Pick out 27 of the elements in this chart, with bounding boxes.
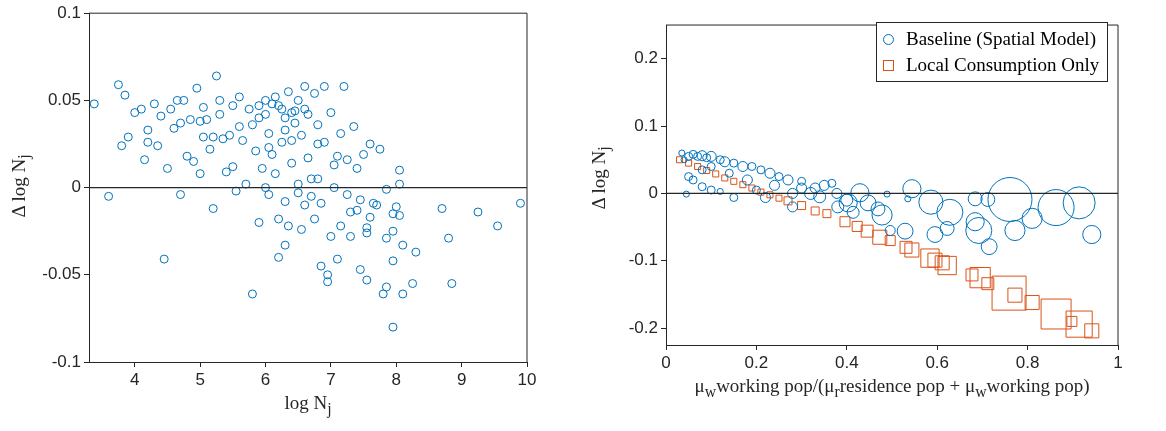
y-tick-label: 0.05 xyxy=(47,90,81,110)
x-tick-label: 5 xyxy=(195,369,205,389)
x-axis-title: log N$_{j}$ xyxy=(284,392,332,418)
legend-label: Local Consumption Only xyxy=(906,53,1100,77)
legend-label: Baseline (Spatial Model) xyxy=(906,27,1096,51)
x-tick-label: 0.2 xyxy=(744,352,769,372)
x-tick-label: 6 xyxy=(260,369,271,389)
x-tick-label: 4 xyxy=(130,369,140,389)
y-tick-label: -0.1 xyxy=(628,250,658,270)
y-tick-label: 0.1 xyxy=(57,2,81,22)
x-tick-label: 7 xyxy=(326,369,336,389)
y-tick-label: -0.1 xyxy=(51,351,81,371)
x-tick-label: 9 xyxy=(456,369,467,389)
x-tick-label: 10 xyxy=(517,369,537,389)
y-tick-label: 0.1 xyxy=(634,115,658,135)
x-tick-label: 8 xyxy=(391,369,401,389)
y-tick-label: -0.2 xyxy=(628,317,658,337)
y-tick-label: 0 xyxy=(648,183,658,203)
x-tick-label: 0.6 xyxy=(925,352,950,372)
x-tick-label: 0 xyxy=(661,352,671,372)
x-axis-title: μ$_{w}$working pop/(μ$_{r}$residence pop + μ$_{w}$working pop) xyxy=(694,375,1090,401)
y-tick-label: -0.05 xyxy=(42,264,81,284)
y-tick-label: 0.2 xyxy=(634,48,658,68)
x-tick-label: 0.8 xyxy=(1015,352,1040,372)
x-tick-label: 0.4 xyxy=(834,352,859,372)
x-tick-label: 1 xyxy=(1113,352,1123,372)
y-tick-label: 0 xyxy=(71,177,81,197)
